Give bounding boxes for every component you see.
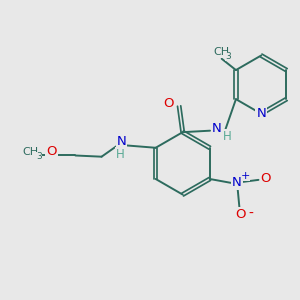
- Text: H: H: [223, 130, 232, 143]
- Text: N: N: [212, 122, 221, 135]
- Text: -: -: [248, 207, 253, 221]
- Text: O: O: [261, 172, 271, 185]
- Text: H: H: [116, 148, 125, 161]
- Text: N: N: [256, 107, 266, 120]
- Text: CH: CH: [213, 47, 229, 57]
- Text: 3: 3: [36, 152, 42, 161]
- Text: N: N: [117, 135, 126, 148]
- Text: +: +: [241, 171, 250, 181]
- Text: O: O: [46, 145, 57, 158]
- Text: O: O: [236, 208, 246, 221]
- Text: N: N: [232, 176, 242, 189]
- Text: CH: CH: [23, 147, 39, 157]
- Text: 3: 3: [225, 52, 231, 61]
- Text: O: O: [164, 97, 174, 110]
